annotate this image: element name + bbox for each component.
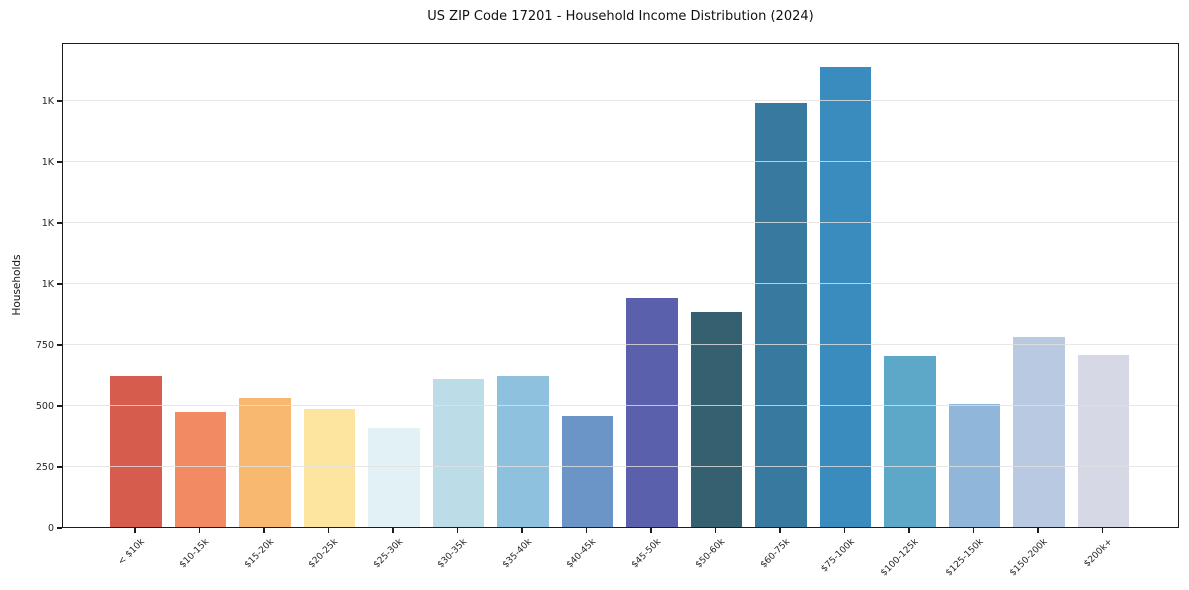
- x-tick-mark: [521, 528, 523, 533]
- x-tick-label: $45-50k: [629, 537, 664, 571]
- y-tick-label: 1K: [41, 217, 54, 229]
- y-tick-mark: [57, 527, 62, 529]
- y-gridline: [63, 343, 1178, 345]
- bar: [690, 312, 743, 527]
- plot-area: [62, 43, 1179, 528]
- x-tick-mark: [198, 528, 201, 533]
- bar: [368, 428, 420, 527]
- y-tick-mark: [57, 161, 62, 163]
- y-gridline: [63, 404, 1178, 406]
- bar: [819, 67, 872, 527]
- x-tick-label: $15-20k: [242, 537, 277, 571]
- x-tick-mark: [585, 528, 588, 533]
- bar: [626, 297, 678, 527]
- x-tick-mark: [779, 528, 781, 533]
- bar: [174, 412, 227, 527]
- y-tick-mark: [57, 100, 62, 102]
- x-tick-label: $40-45k: [565, 537, 599, 571]
- y-tick-label: 250: [35, 461, 54, 473]
- x-tick-label: $30-35k: [436, 537, 470, 571]
- y-tick-mark: [57, 283, 62, 285]
- bar: [948, 403, 1001, 527]
- bar: [755, 102, 807, 527]
- bar: [497, 375, 549, 527]
- y-tick-label: 1K: [41, 156, 54, 168]
- y-tick-mark: [57, 466, 62, 468]
- y-gridline: [63, 221, 1178, 223]
- x-tick-label: $200k+: [1082, 537, 1115, 570]
- x-tick-label: $100-125k: [879, 537, 922, 579]
- y-tick-label: 1K: [41, 278, 54, 290]
- y-tick-label: 750: [35, 339, 54, 351]
- x-tick-label: $25-30k: [371, 537, 406, 571]
- x-tick-label: $125-150k: [944, 537, 986, 579]
- x-tick-mark: [972, 528, 975, 533]
- bar: [239, 397, 291, 527]
- x-tick-mark: [843, 528, 846, 533]
- x-tick-label: $60-75k: [758, 537, 793, 571]
- y-gridline: [63, 282, 1178, 284]
- bar: [884, 356, 936, 527]
- x-tick-mark: [134, 528, 136, 533]
- bar: [1077, 355, 1130, 527]
- y-tick-label: 1K: [41, 95, 54, 107]
- y-gridline: [63, 160, 1178, 162]
- x-tick-mark: [1037, 528, 1039, 533]
- x-tick-mark: [327, 528, 330, 533]
- x-tick-label: $10-15k: [178, 537, 212, 571]
- y-tick-label: 500: [35, 400, 54, 412]
- bar: [432, 379, 485, 527]
- x-tick-mark: [1101, 528, 1104, 533]
- y-gridline: [63, 465, 1178, 467]
- x-tick-label: $50-60k: [694, 537, 728, 571]
- x-tick-label: $20-25k: [307, 537, 341, 571]
- bar: [561, 416, 614, 527]
- x-tick-mark: [714, 528, 717, 533]
- x-tick-label: < $10k: [116, 537, 148, 568]
- y-tick-mark: [57, 405, 62, 407]
- bar: [303, 408, 356, 527]
- chart-title: US ZIP Code 17201 - Household Income Dis…: [427, 9, 814, 24]
- y-tick-mark: [57, 344, 62, 346]
- bar: [110, 375, 162, 527]
- x-tick-mark: [650, 528, 652, 533]
- y-tick-mark: [57, 222, 62, 224]
- x-tick-mark: [456, 528, 459, 533]
- bar: [1013, 336, 1065, 527]
- x-tick-mark: [392, 528, 394, 533]
- y-tick-label: 0: [47, 522, 54, 534]
- x-tick-mark: [263, 528, 265, 533]
- x-tick-label: $35-40k: [500, 537, 535, 571]
- x-tick-label: $150-200k: [1008, 537, 1051, 579]
- x-tick-mark: [908, 528, 910, 533]
- x-tick-label: $75-100k: [819, 537, 857, 575]
- y-gridline: [63, 99, 1178, 101]
